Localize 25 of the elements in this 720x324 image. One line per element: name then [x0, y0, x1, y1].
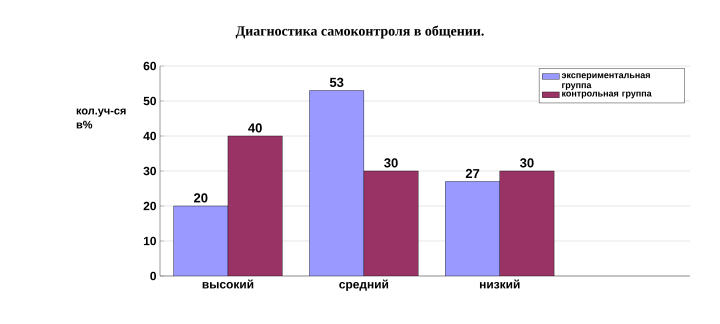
y-tick-label: 50: [144, 96, 156, 106]
bar: [364, 171, 418, 276]
bar: [500, 170, 554, 276]
y-tick-label: 20: [144, 202, 156, 210]
data-label: 20: [194, 193, 208, 202]
y-tick-label: 60: [144, 62, 156, 70]
bar: [309, 90, 364, 276]
x-tick-label: высокий: [202, 280, 254, 289]
x-tick-label: низкий: [480, 280, 520, 289]
y-tick-label: 30: [143, 166, 156, 176]
x-tick-label: средний: [339, 280, 388, 291]
y-tick-label: 10: [144, 236, 156, 246]
chart-title: Диагностика самоконтроля в общении.: [236, 26, 484, 38]
y-tick-label: 40: [143, 132, 156, 140]
bar: [174, 206, 228, 276]
data-label: 40: [248, 123, 262, 132]
data-label: 27: [466, 168, 480, 178]
bar: [445, 181, 500, 276]
data-label: 53: [330, 78, 344, 87]
data-label: 30: [384, 158, 398, 168]
legend-label: контрольная группа: [562, 92, 652, 98]
data-label: 30: [520, 158, 534, 168]
bar: [228, 136, 282, 276]
y-tick-label: 0: [150, 272, 156, 280]
y-axis-title: кол.уч-ся в%: [76, 108, 126, 128]
